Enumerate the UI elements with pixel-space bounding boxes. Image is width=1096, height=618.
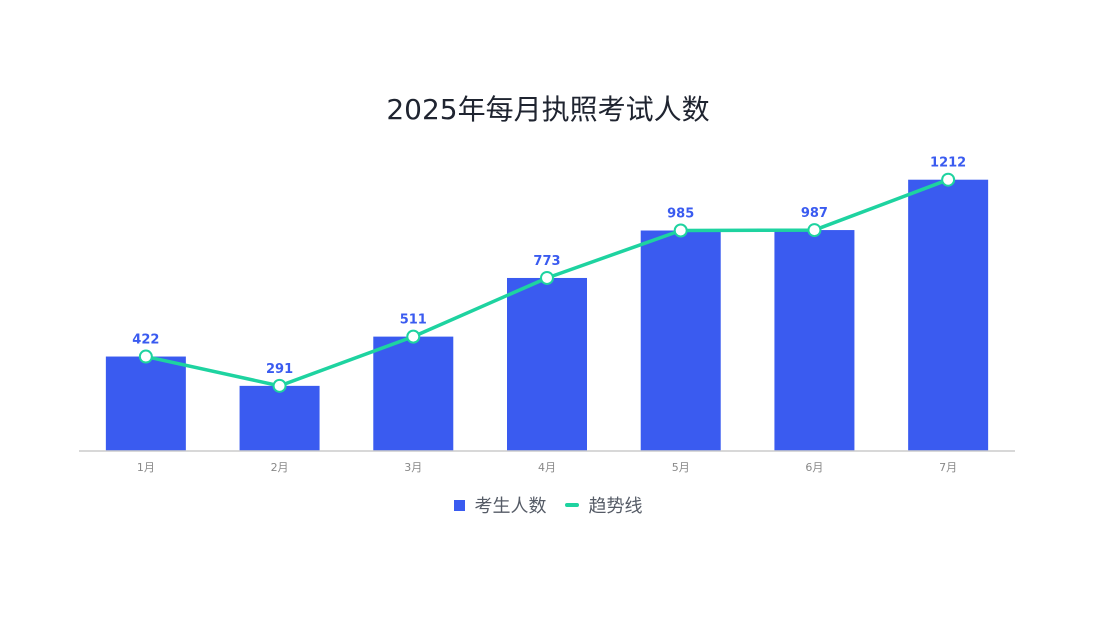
trend-point-7[interactable] (941, 172, 956, 187)
x-tick-label: 7月 (939, 461, 957, 474)
data-label: 773 (533, 254, 560, 269)
legend: 考生人数 趋势线 (0, 492, 1096, 518)
bar-1[interactable] (105, 356, 186, 451)
data-label: 987 (801, 206, 828, 221)
chart-title: 2025年每月执照考试人数 (386, 93, 710, 126)
data-label: 511 (400, 313, 427, 328)
x-tick-label: 3月 (404, 461, 422, 474)
legend-item-bar[interactable]: 考生人数 (453, 492, 547, 518)
legend-swatch-line (564, 503, 579, 507)
data-label: 422 (132, 333, 159, 348)
data-label: 985 (667, 207, 694, 222)
data-label: 1212 (930, 156, 966, 171)
trend-point-5[interactable] (673, 223, 688, 238)
legend-label-line: 趋势线 (588, 496, 643, 517)
x-tick-label: 1月 (137, 461, 155, 474)
bar-6[interactable] (774, 230, 855, 451)
bar-2[interactable] (239, 385, 320, 451)
x-tick-label: 6月 (805, 461, 823, 474)
legend-label-bar: 考生人数 (474, 496, 547, 517)
bar-4[interactable] (507, 277, 587, 451)
trend-point-4[interactable] (540, 270, 554, 285)
x-tick-label: 4月 (538, 461, 556, 474)
data-labels: 422 291 511 773 985 987 1212 (132, 156, 966, 377)
trend-point-2[interactable] (272, 378, 287, 393)
legend-swatch-bar (453, 499, 465, 511)
x-tick-label: 5月 (672, 461, 690, 474)
bar-3[interactable] (373, 336, 454, 451)
trend-points (138, 172, 956, 393)
bar-5[interactable] (640, 230, 721, 451)
trend-point-6[interactable] (807, 223, 822, 238)
trend-point-3[interactable] (406, 329, 421, 344)
trend-point-1[interactable] (138, 349, 153, 364)
legend-item-line[interactable]: 趋势线 (564, 492, 643, 518)
x-tick-labels: 1月 2月 3月 4月 5月 6月 7月 (137, 461, 957, 474)
bar-7[interactable] (908, 179, 989, 451)
bars-group (105, 179, 989, 451)
x-tick-label: 2月 (271, 461, 289, 474)
data-label: 291 (266, 362, 293, 377)
